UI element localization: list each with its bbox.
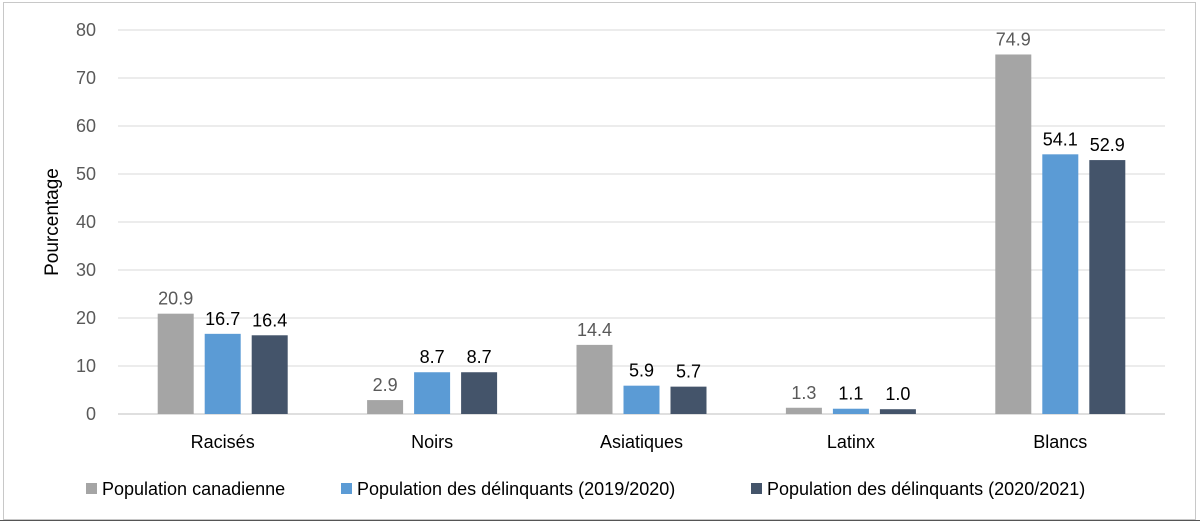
legend-label: Population des délinquants (2019/2020) (357, 479, 675, 499)
bar (785, 407, 822, 414)
bars (157, 54, 1126, 414)
data-label: 14.4 (577, 320, 612, 340)
data-label: 8.7 (420, 347, 445, 367)
y-tick-label: 10 (76, 356, 96, 376)
data-label: 16.4 (252, 310, 287, 330)
bar (367, 400, 404, 414)
legend-swatch (341, 483, 352, 494)
y-tick-label: 20 (76, 308, 96, 328)
y-axis-ticks: 0 10 20 30 40 50 60 70 80 (76, 20, 96, 424)
bar (879, 409, 916, 414)
data-label: 20.9 (158, 289, 193, 309)
data-label: 2.9 (373, 375, 398, 395)
x-tick-label: Noirs (411, 432, 453, 452)
y-tick-label: 30 (76, 260, 96, 280)
data-label: 52.9 (1090, 135, 1125, 155)
bar (1042, 154, 1079, 414)
y-tick-label: 50 (76, 164, 96, 184)
bar (1089, 160, 1126, 414)
y-axis-label: Pourcentage (42, 168, 63, 276)
x-tick-label: Racisés (191, 432, 255, 452)
bar (204, 333, 241, 414)
bar (414, 372, 451, 414)
legend: Population canadienne Population des déli… (86, 479, 1085, 499)
bar (832, 408, 869, 414)
y-tick-label: 60 (76, 116, 96, 136)
y-tick-label: 70 (76, 68, 96, 88)
bar (623, 385, 660, 414)
bar (461, 372, 498, 414)
bar (670, 386, 707, 414)
bar (995, 54, 1032, 414)
data-label: 1.0 (885, 384, 910, 404)
y-tick-label: 80 (76, 20, 96, 40)
bottom-divider (0, 520, 1200, 525)
legend-swatch (751, 483, 762, 494)
bar (251, 335, 288, 414)
data-label: 1.3 (791, 383, 816, 403)
legend-label: Population des délinquants (2020/2021) (767, 479, 1085, 499)
data-label: 54.1 (1043, 129, 1078, 149)
data-label: 1.1 (838, 384, 863, 404)
data-label: 16.7 (205, 309, 240, 329)
bar (576, 344, 613, 414)
legend-swatch (86, 483, 97, 494)
x-tick-label: Asiatiques (600, 432, 683, 452)
data-label: 5.9 (629, 361, 654, 381)
y-tick-label: 0 (86, 404, 96, 424)
data-labels: 20.9 16.7 16.4 2.9 8.7 8.7 14.4 5.9 5.7 1.3 1.1 1.0… (158, 29, 1125, 404)
bar (157, 313, 194, 414)
legend-label: Population canadienne (102, 479, 285, 499)
data-label: 5.7 (676, 362, 701, 382)
data-label: 74.9 (996, 29, 1031, 49)
chart-frame (3, 2, 1196, 520)
y-tick-label: 40 (76, 212, 96, 232)
data-label: 8.7 (467, 347, 492, 367)
x-tick-label: Blancs (1033, 432, 1087, 452)
x-axis-ticks: Racisés Noirs Asiatiques Latinx Blancs (191, 432, 1088, 452)
x-tick-label: Latinx (827, 432, 875, 452)
